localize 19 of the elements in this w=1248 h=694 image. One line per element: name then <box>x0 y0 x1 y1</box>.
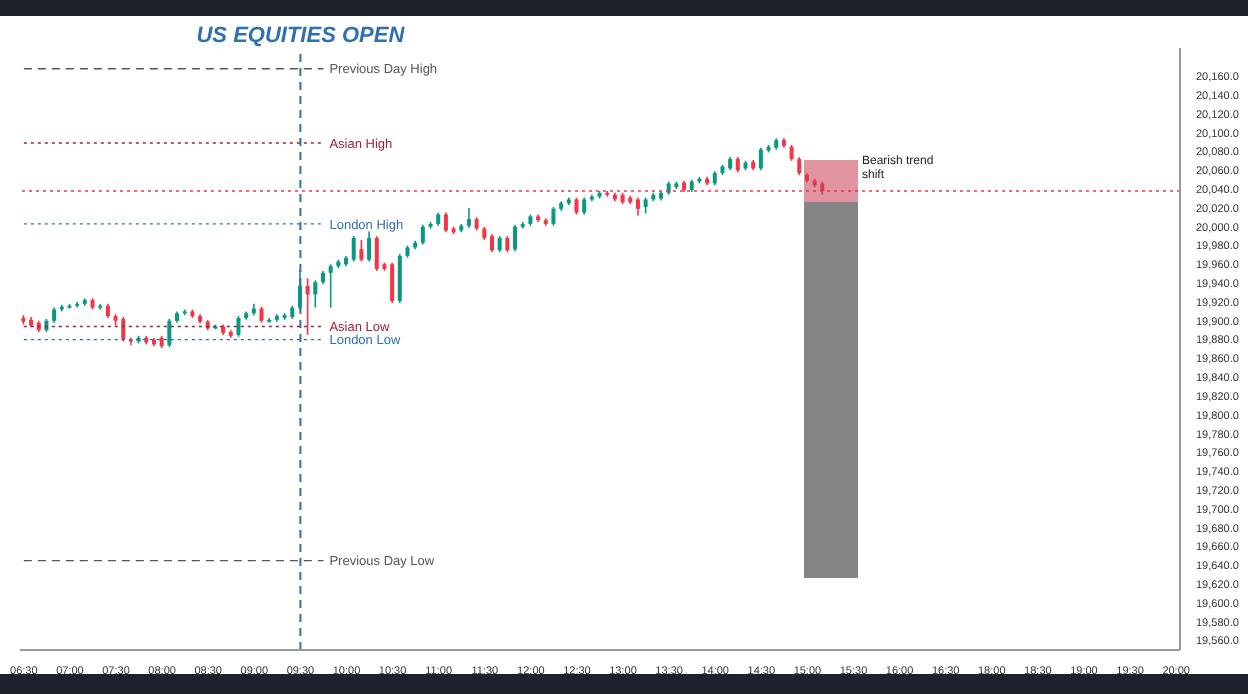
candlestick <box>374 235 379 272</box>
ref-line-label: US EQUITIES OPEN <box>196 24 407 48</box>
candlestick <box>390 261 395 304</box>
candlestick <box>397 253 402 304</box>
candlestick <box>351 235 356 263</box>
candlestick <box>551 206 556 227</box>
candlestick <box>236 315 241 338</box>
candlestick <box>513 224 518 252</box>
candlestick <box>121 316 126 343</box>
candlestick <box>359 239 364 263</box>
candlestick <box>367 230 372 263</box>
candlestick <box>420 224 425 246</box>
candlestick <box>443 211 448 234</box>
candlestick <box>328 263 333 309</box>
candlestick <box>466 207 471 229</box>
candlestick <box>758 146 763 172</box>
candlestick <box>167 318 172 348</box>
candlestick <box>313 279 318 309</box>
candlestick <box>305 277 310 336</box>
